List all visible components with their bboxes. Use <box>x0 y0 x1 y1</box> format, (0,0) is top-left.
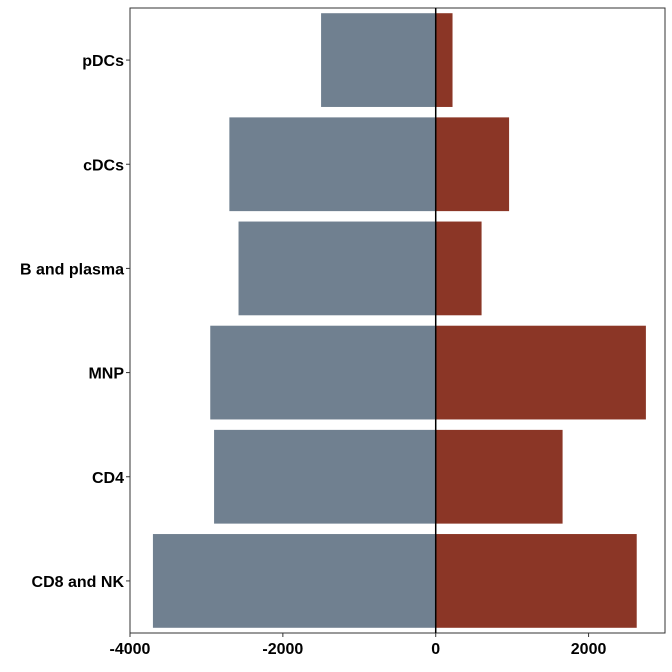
bar-negative-mnp <box>210 325 436 420</box>
y-tick-label: CD4 <box>92 470 124 487</box>
bar-positive-cd8-and-nk <box>435 534 637 628</box>
bars-layer <box>152 13 646 628</box>
bar-negative-cd4 <box>214 429 436 524</box>
y-axis: pDCs cDCs B and plasma MNP CD4 CD8 and NK <box>20 53 130 591</box>
bar-negative-cdcs <box>229 117 436 212</box>
bar-positive-mnp <box>435 325 646 420</box>
bar-negative-b-and-plasma <box>238 221 436 316</box>
plot-panel <box>129 7 666 634</box>
x-tick-label: -4000 <box>110 641 151 658</box>
bar-positive-pdcs <box>435 13 453 107</box>
bar-positive-b-and-plasma <box>435 221 482 316</box>
x-tick-label: 2000 <box>571 641 607 658</box>
x-axis: -4000 -2000 0 2000 <box>110 633 607 658</box>
bar-positive-cd4 <box>435 429 563 524</box>
bar-negative-cd8-and-nk <box>152 534 436 628</box>
x-tick-label: -2000 <box>262 641 303 658</box>
y-tick-label: CD8 and NK <box>32 574 125 591</box>
bar-negative-pdcs <box>321 13 436 107</box>
y-tick-label: B and plasma <box>20 261 124 278</box>
y-tick-label: pDCs <box>82 53 124 70</box>
bar-positive-cdcs <box>435 117 510 212</box>
y-tick-label: cDCs <box>83 157 124 174</box>
x-tick-label: 0 <box>431 641 440 658</box>
y-tick-label: MNP <box>88 366 124 383</box>
